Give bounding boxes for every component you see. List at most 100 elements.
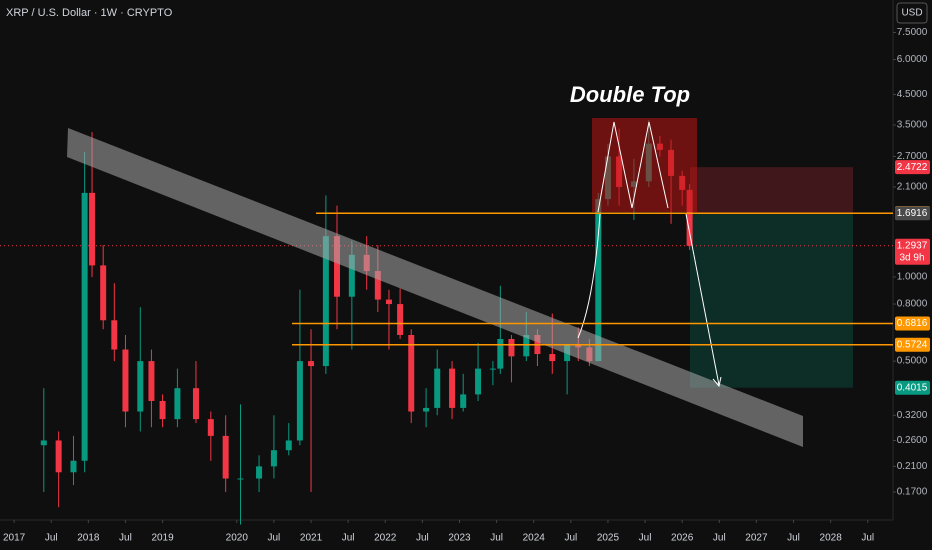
price-marker [895, 160, 930, 175]
candle-body [237, 478, 244, 480]
candle-body [296, 361, 303, 441]
x-tick-label: Jul [713, 533, 726, 544]
price-marker-label: 0.6816 [897, 318, 928, 329]
price-marker [895, 316, 930, 331]
candle-body [449, 368, 456, 408]
candle-body [122, 349, 129, 412]
candle-body [549, 354, 556, 362]
x-tick-label: 2028 [820, 533, 843, 544]
candle-body [40, 440, 47, 446]
candle-body [70, 460, 77, 473]
y-tick-label: 0.1700 [897, 487, 928, 498]
y-tick-label: 1.0000 [897, 272, 928, 283]
price-marker-label: 1.6916 [897, 208, 928, 219]
countdown-label: 3d 9h [899, 252, 924, 263]
symbol-title: XRP / U.S. Dollar · 1W · CRYPTO [6, 7, 173, 19]
target-arrow [685, 213, 720, 386]
stop-zone [690, 167, 853, 214]
price-marker-label: 1.2937 [897, 240, 928, 251]
y-tick-label: 0.2600 [897, 435, 928, 446]
candle-body [111, 320, 118, 350]
x-tick-label: 2021 [300, 533, 323, 544]
y-tick-label: 0.5000 [897, 356, 928, 367]
y-tick-label: 0.3200 [897, 410, 928, 421]
candle-body [100, 265, 107, 321]
x-tick-label: 2022 [374, 533, 397, 544]
x-tick-label: Jul [45, 533, 58, 544]
x-tick-label: 2023 [448, 533, 471, 544]
x-tick-label: 2024 [523, 533, 546, 544]
price-marker [895, 380, 930, 395]
y-tick-label: 0.2100 [897, 461, 928, 472]
candle-body [397, 304, 404, 335]
y-tick-label: 3.5000 [897, 120, 928, 131]
candle-body [308, 361, 315, 367]
price-marker-label: 0.5724 [897, 339, 928, 350]
y-tick-label: 4.5000 [897, 89, 928, 100]
price-marker-label: 0.4015 [897, 382, 928, 393]
double-top-zigzag [597, 121, 669, 213]
arrow-head [712, 376, 722, 388]
candle-body [192, 388, 199, 420]
x-tick-label: 2018 [77, 533, 100, 544]
x-tick-label: 2017 [3, 533, 26, 544]
candle-body [222, 435, 229, 479]
rally-arrow [577, 213, 601, 339]
candle-body [374, 271, 381, 300]
annotation: Double Top [570, 82, 690, 107]
candle-body [686, 189, 693, 246]
x-tick-label: 2019 [151, 533, 174, 544]
x-tick-label: Jul [861, 533, 874, 544]
x-tick-label: 2020 [226, 533, 249, 544]
currency-label[interactable]: USD [901, 8, 922, 19]
x-tick-label: 2027 [745, 533, 768, 544]
zones [0, 167, 893, 388]
price-marker [895, 206, 930, 221]
candle-body [270, 450, 277, 467]
drawings [67, 118, 803, 447]
x-tick-label: Jul [787, 533, 800, 544]
candle-body [55, 440, 62, 473]
x-tick-label: Jul [268, 533, 281, 544]
descending-channel [67, 128, 803, 447]
x-tick-label: 2026 [671, 533, 694, 544]
price-marker-label: 2.4722 [897, 162, 928, 173]
candle-body [434, 368, 441, 408]
candle-body [475, 368, 482, 395]
y-tick-label: 0.8000 [897, 299, 928, 310]
candle-body [489, 368, 496, 370]
y-tick-label: 6.0000 [897, 54, 928, 65]
x-tick-label: Jul [639, 533, 652, 544]
double-top-zone [592, 118, 697, 212]
candle-body [334, 236, 341, 297]
currency-button[interactable] [896, 2, 928, 24]
candle-body [385, 299, 392, 305]
candle-body [137, 361, 144, 412]
candle-body [508, 338, 515, 357]
price-marker [895, 238, 930, 265]
price-marker [895, 337, 930, 352]
candle-body [348, 254, 355, 297]
candle-body [81, 192, 88, 461]
candle-body [174, 388, 181, 420]
x-tick-label: Jul [416, 533, 429, 544]
candle-body [89, 192, 96, 266]
x-tick-label: Jul [119, 533, 132, 544]
target-zone [690, 213, 853, 388]
candle-body [159, 400, 166, 420]
y-tick-label: 7.5000 [897, 27, 928, 38]
candle-body [497, 338, 504, 369]
candle-body [207, 419, 214, 436]
x-tick-label: Jul [564, 533, 577, 544]
candle-body [523, 334, 530, 357]
candle-body [322, 236, 329, 367]
candle-body [148, 361, 155, 401]
candle-body [256, 466, 263, 479]
candle-body [285, 440, 292, 451]
candle-body [423, 407, 430, 412]
x-tick-label: Jul [490, 533, 503, 544]
candle-body [408, 334, 415, 412]
x-tick-label: 2025 [597, 533, 620, 544]
